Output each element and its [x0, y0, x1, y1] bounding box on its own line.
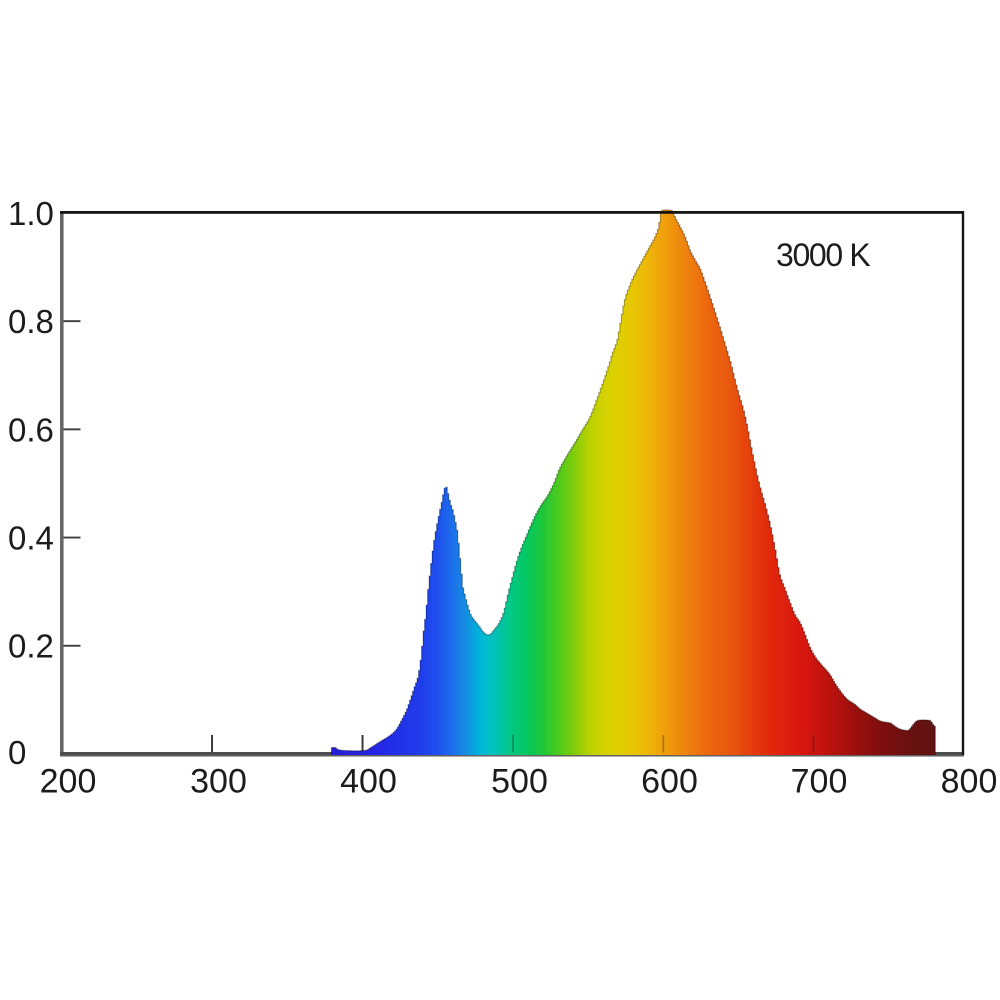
svg-text:300: 300 [190, 763, 247, 801]
svg-text:600: 600 [641, 763, 698, 801]
svg-text:3000 K: 3000 K [776, 237, 870, 273]
svg-text:0.8: 0.8 [8, 303, 54, 340]
svg-text:800: 800 [941, 763, 998, 801]
svg-text:700: 700 [791, 763, 848, 801]
svg-text:400: 400 [340, 763, 397, 801]
svg-text:0: 0 [8, 734, 26, 771]
svg-text:1.0: 1.0 [8, 195, 54, 232]
svg-text:0.2: 0.2 [8, 628, 54, 665]
svg-text:500: 500 [491, 763, 548, 801]
svg-text:0.4: 0.4 [8, 520, 54, 557]
svg-text:200: 200 [40, 763, 97, 801]
svg-text:0.6: 0.6 [8, 411, 54, 448]
